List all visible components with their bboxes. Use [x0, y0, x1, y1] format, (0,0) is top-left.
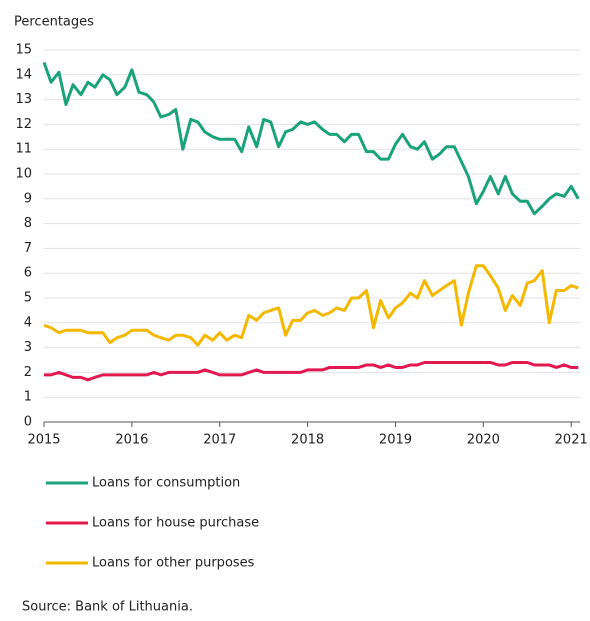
x-tick-label: 2021: [555, 433, 588, 448]
y-tick-label: 4: [24, 315, 32, 330]
x-tick-label: 2015: [27, 433, 60, 448]
y-tick-label: 15: [15, 43, 32, 58]
y-tick-label: 14: [15, 67, 32, 82]
series-line: [44, 360, 579, 382]
x-tick-label: 2018: [291, 433, 324, 448]
y-tick-label: 3: [24, 340, 32, 355]
y-tick-label: 12: [15, 117, 32, 132]
y-tick-label: 8: [24, 216, 32, 231]
y-tick-label: 11: [15, 142, 32, 157]
series-line: [43, 264, 579, 347]
y-tick-label: 6: [24, 266, 32, 281]
y-tick-label: 10: [15, 167, 32, 182]
y-tick-label: 5: [24, 291, 32, 306]
x-tick-label: 2019: [379, 433, 412, 448]
y-tick-label: 7: [24, 241, 32, 256]
y-tick-label: 1: [24, 390, 32, 405]
y-tick-label: 2: [24, 365, 32, 380]
y-tick-label: 13: [15, 92, 32, 107]
x-tick-label: 2016: [115, 433, 148, 448]
source: Source: Bank of Lithuania.: [22, 600, 193, 615]
legend-label: Loans for house purchase: [92, 516, 259, 531]
legend-label: Loans for other purposes: [92, 556, 255, 571]
legend-label: Loans for consumption: [92, 476, 240, 491]
y-tick-label: 9: [24, 191, 32, 206]
x-tick-label: 2017: [203, 433, 236, 448]
y-tick-label: 0: [24, 415, 32, 430]
x-tick-label: 2020: [467, 433, 500, 448]
series-line: [42, 61, 580, 216]
y-axis-label: Percentages: [14, 15, 94, 30]
